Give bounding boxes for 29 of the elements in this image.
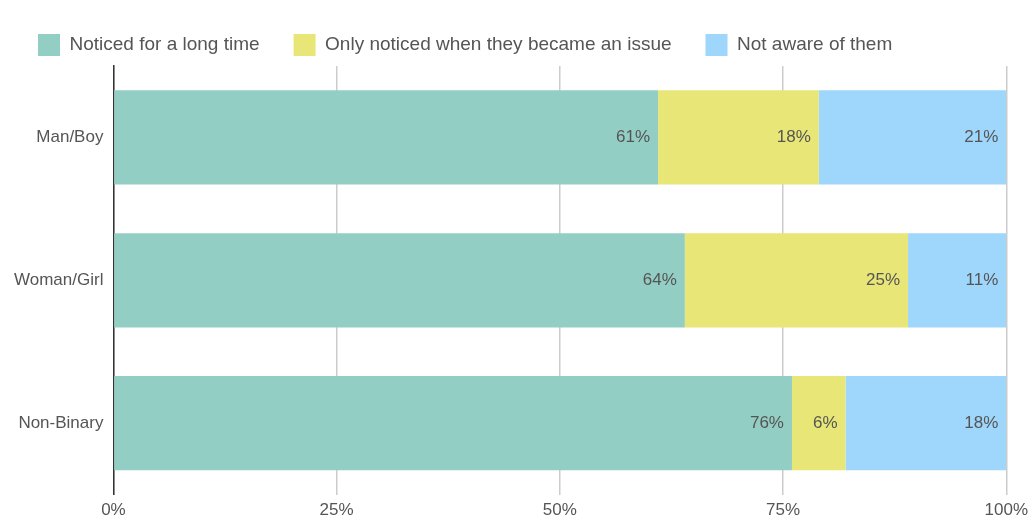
bar: [791, 376, 846, 471]
bar: [908, 233, 1007, 328]
bar: [658, 90, 819, 185]
bar: [114, 90, 659, 185]
x-tick-label: 75%: [766, 500, 801, 520]
data-label: 18%: [776, 127, 811, 147]
bar: [114, 376, 792, 471]
bar: [684, 233, 909, 328]
y-tick-label: Man/Boy: [36, 127, 104, 147]
data-label: 25%: [866, 269, 901, 289]
data-label: 21%: [964, 127, 999, 147]
bar: [845, 376, 1007, 471]
data-label: 6%: [812, 412, 838, 432]
data-label: 11%: [965, 269, 999, 289]
x-tick-label: 0%: [101, 500, 126, 520]
bar: [818, 90, 1007, 185]
y-tick-label: Non-Binary: [18, 412, 104, 432]
x-tick-label: 25%: [319, 500, 354, 520]
data-label: 61%: [616, 127, 651, 147]
y-tick-label: Woman/Girl: [13, 269, 104, 289]
bar: [114, 233, 685, 328]
data-label: 64%: [642, 269, 677, 289]
data-label: 76%: [749, 412, 784, 432]
legend-label: Only noticed when they became an issue: [325, 33, 672, 55]
data-label: 18%: [964, 412, 999, 432]
x-tick-label: 100%: [984, 500, 1028, 520]
legend-label: Not aware of them: [737, 33, 893, 55]
x-tick-label: 50%: [542, 500, 577, 520]
legend-label: Noticed for a long time: [69, 33, 260, 55]
